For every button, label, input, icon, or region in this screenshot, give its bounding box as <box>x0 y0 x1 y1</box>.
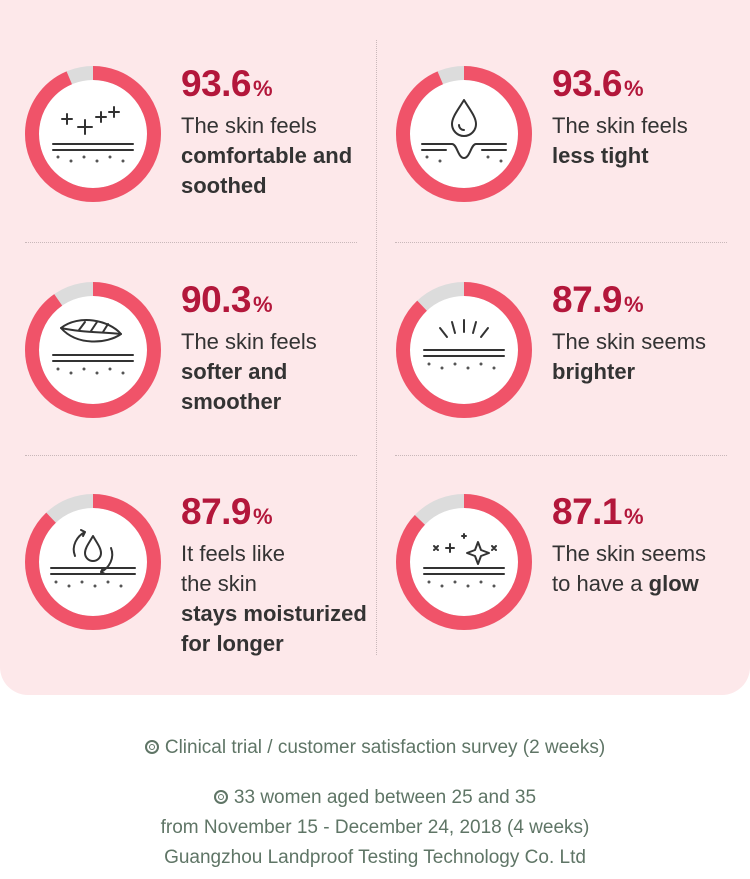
row-divider <box>395 455 727 456</box>
stat-label: The skin seems <box>552 541 707 566</box>
stat-label-bold: for longer <box>181 631 284 656</box>
stat-value: 87.9 <box>181 491 252 532</box>
percent-sign: % <box>624 504 644 529</box>
progress-ring <box>25 494 161 630</box>
stat-label-bold: stays moisturized <box>181 601 367 626</box>
stat-label-bold: glow <box>648 571 699 596</box>
survey-participants: 33 women aged between 25 and 35 <box>233 787 537 808</box>
survey-note: Clinical trial / customer satisfaction s… <box>0 733 750 763</box>
drop-cycle-skin-icon <box>50 529 136 588</box>
stat-label-bold: comfortable and <box>181 143 353 168</box>
light-rays-skin-icon <box>423 319 505 370</box>
ring-progress <box>25 282 161 418</box>
stat-value: 93.6 <box>552 63 623 104</box>
survey-period: from November 15 - December 24, 2018 (4 … <box>160 817 590 838</box>
water-drop-skin-icon <box>421 99 507 163</box>
ring-progress <box>396 282 532 418</box>
survey-details: 33 women aged between 25 and 35 from Nov… <box>0 783 750 873</box>
progress-ring <box>25 282 161 418</box>
stat-label: It feels like <box>181 541 285 566</box>
leaf-on-skin-icon <box>52 319 134 375</box>
stat-label-bold: less tight <box>552 143 649 168</box>
percent-sign: % <box>253 504 273 529</box>
stat-label-bold: soothed <box>181 173 267 198</box>
percent-sign: % <box>624 76 644 101</box>
row-divider <box>25 455 357 456</box>
crosses-on-skin-icon <box>52 106 134 163</box>
ring-progress <box>25 494 161 630</box>
stat-label: to have a <box>552 571 649 596</box>
column-divider <box>376 40 377 655</box>
percent-sign: % <box>624 292 644 317</box>
double-circle-bullet-icon <box>213 790 228 804</box>
stat-label: The skin feels <box>181 113 317 138</box>
stat-label-bold: brighter <box>552 359 636 384</box>
stat-value: 90.3 <box>181 279 252 320</box>
percent-sign: % <box>253 292 273 317</box>
stat-value: 87.9 <box>552 279 623 320</box>
percent-sign: % <box>253 76 273 101</box>
stat-label: The skin feels <box>181 329 317 354</box>
row-divider <box>395 242 727 243</box>
progress-ring <box>396 494 532 630</box>
stat-label: The skin seems <box>552 329 707 354</box>
progress-ring <box>396 66 532 202</box>
stat-label-bold: smoother <box>181 389 282 414</box>
stat-label: the skin <box>181 571 257 596</box>
results-panel: 93.6% The skin feels comfortable and soo… <box>0 0 750 695</box>
ring-progress <box>25 66 161 202</box>
survey-lab: Guangzhou Landproof Testing Technology C… <box>164 847 586 868</box>
progress-ring <box>396 282 532 418</box>
stat-value: 93.6 <box>181 63 252 104</box>
ring-progress <box>396 66 532 202</box>
ring-progress <box>396 494 532 630</box>
double-circle-bullet-icon <box>144 740 159 754</box>
progress-ring <box>25 66 161 202</box>
stat-label: The skin feels <box>552 113 688 138</box>
survey-title: Clinical trial / customer satisfaction s… <box>164 737 606 758</box>
row-divider <box>25 242 357 243</box>
sparkles-skin-icon <box>423 533 505 588</box>
stat-label-bold: softer and <box>181 359 288 384</box>
stat-value: 87.1 <box>552 491 623 532</box>
